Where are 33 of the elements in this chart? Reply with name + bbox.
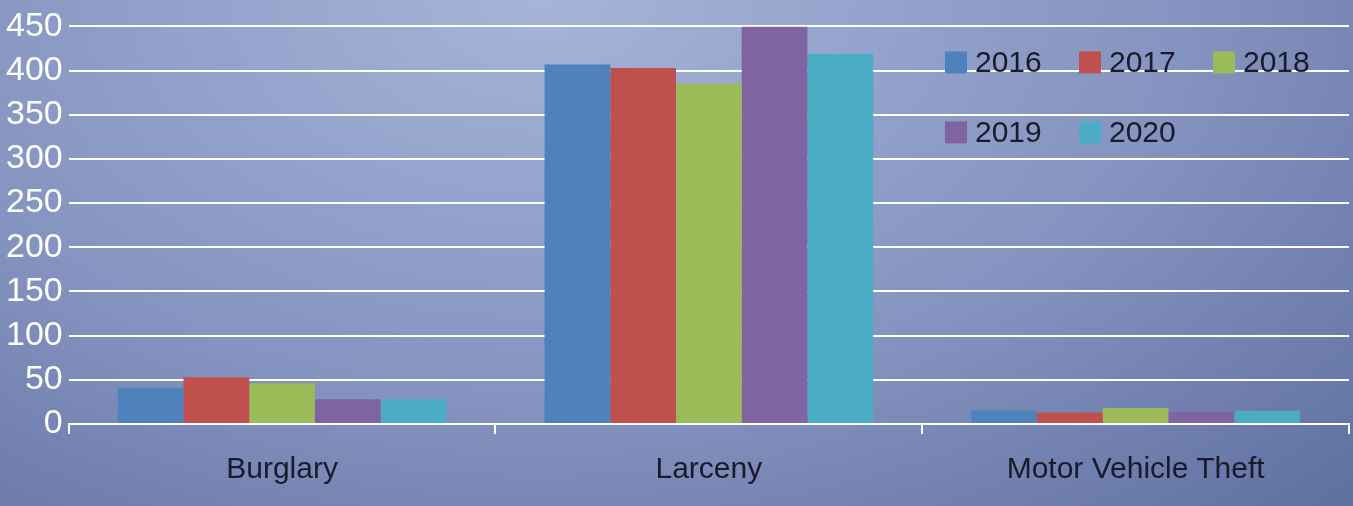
bar [1037, 412, 1103, 423]
x-tick-label: Larceny [655, 451, 763, 485]
bar [314, 399, 381, 423]
bar [1168, 411, 1235, 423]
bar [249, 383, 315, 423]
bar [380, 399, 447, 423]
y-tick-label: 100 [5, 314, 63, 353]
bar [741, 26, 808, 423]
bar [1234, 410, 1300, 423]
x-tick-label: Motor Vehicle Theft [1006, 451, 1266, 485]
legend-label: 2016 [975, 44, 1042, 78]
bar [1102, 408, 1169, 423]
legend-label: 2020 [1109, 114, 1176, 148]
bar [807, 53, 874, 423]
bar [544, 64, 611, 423]
x-tick-label: Burglary [226, 451, 338, 485]
bar [610, 67, 676, 423]
bar [183, 377, 250, 423]
y-tick-label: 150 [5, 269, 63, 308]
bar [117, 387, 184, 423]
y-tick-label: 350 [5, 93, 63, 132]
y-tick-label: 400 [5, 48, 63, 87]
y-tick-label: 0 [43, 402, 63, 441]
y-tick-label: 300 [5, 137, 63, 176]
legend-label: 2018 [1243, 44, 1310, 78]
y-tick-label: 200 [5, 225, 63, 264]
y-tick-label: 250 [5, 181, 63, 220]
legend-label: 2017 [1109, 44, 1176, 78]
bar [971, 410, 1038, 423]
legend-label: 2019 [975, 114, 1042, 148]
y-tick-label: 450 [5, 4, 63, 43]
bar [676, 83, 742, 423]
y-tick-label: 50 [24, 358, 63, 397]
